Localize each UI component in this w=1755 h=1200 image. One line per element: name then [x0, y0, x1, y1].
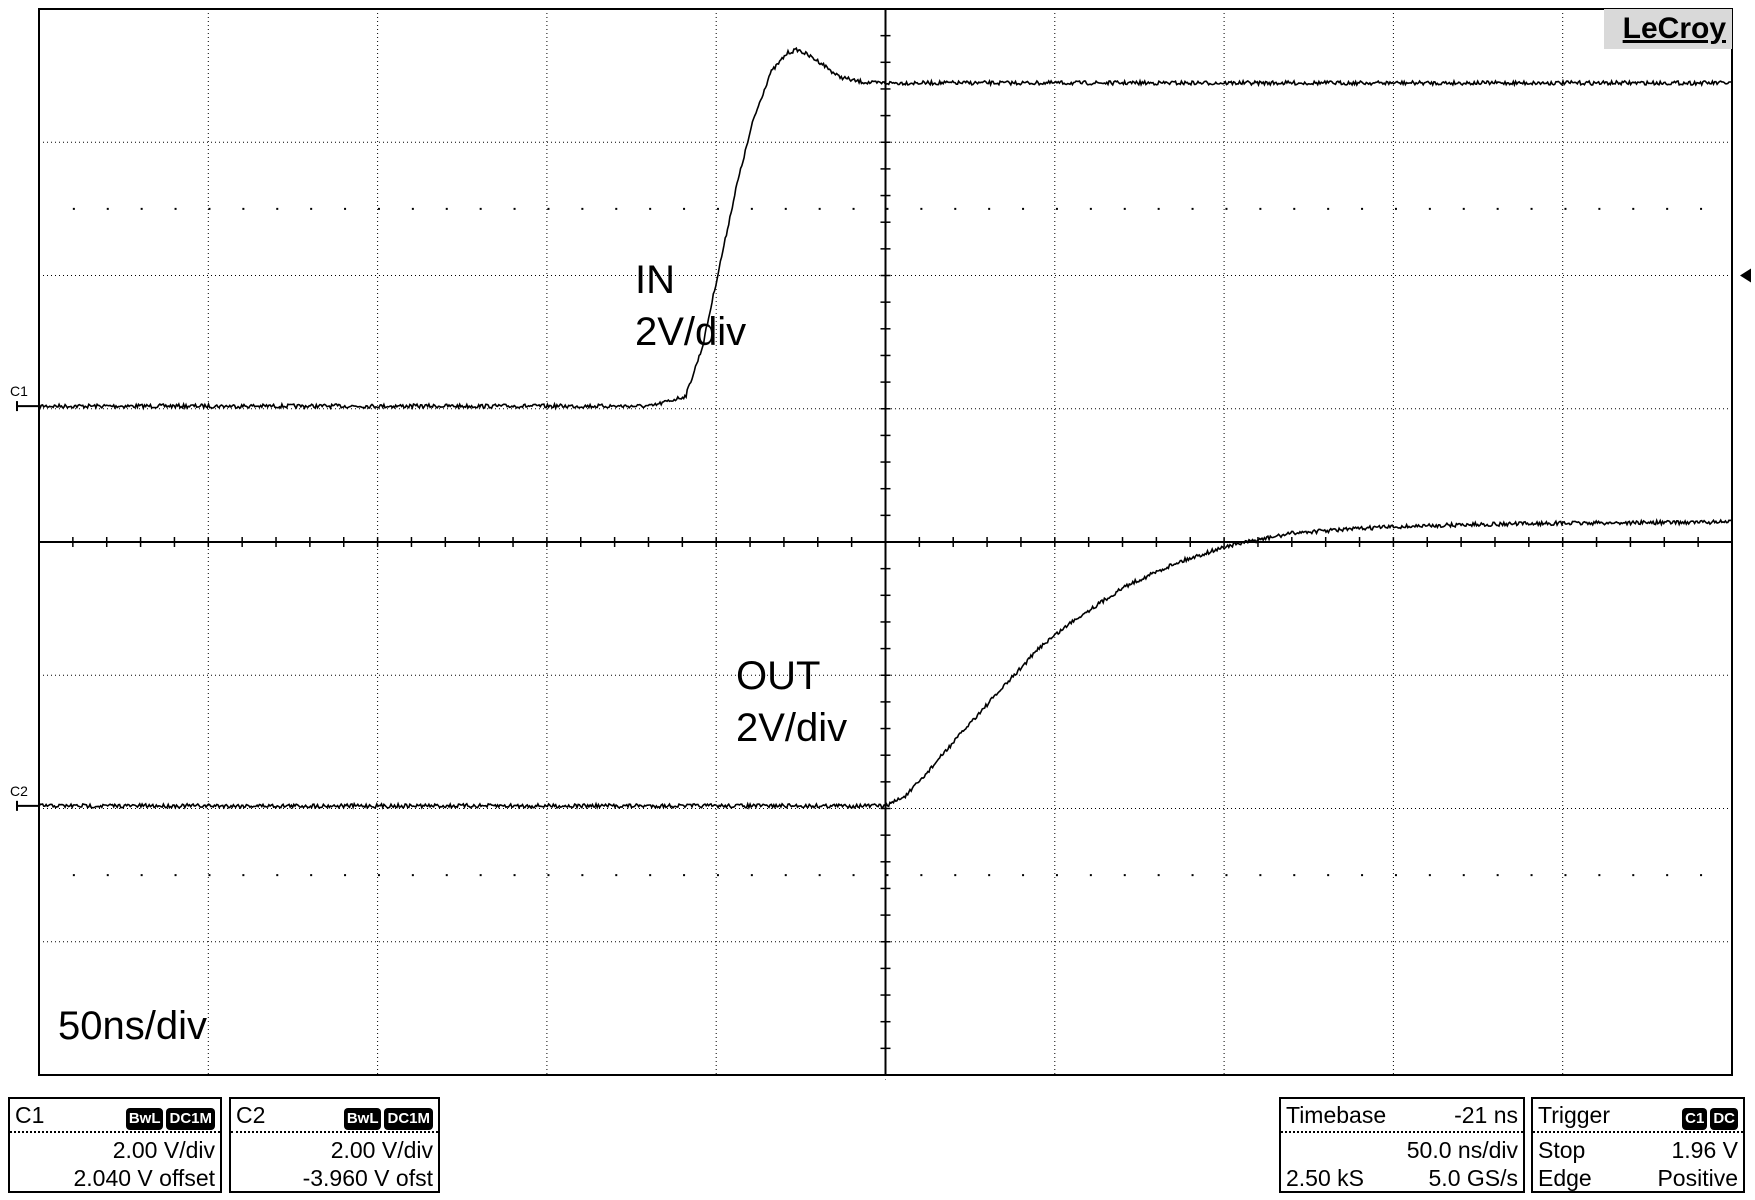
timebase-tdiv: 50.0 ns/div	[1406, 1137, 1518, 1163]
trace-in	[38, 46, 1732, 411]
out-scale-label: 2V/div	[736, 706, 848, 750]
c1-panel-name: C1	[15, 1102, 45, 1128]
c1-vdiv: 2.00 V/div	[112, 1137, 215, 1163]
channel-markers: C1 C2	[10, 268, 1751, 1080]
trigger-level: 1.96 V	[1671, 1137, 1739, 1163]
timebase-panel[interactable]: Timebase -21 ns 50.0 ns/div 2.50 kS 5.0 …	[1279, 1097, 1525, 1193]
in-name-label: IN	[635, 258, 675, 302]
timebase-samples: 2.50 kS	[1286, 1165, 1364, 1191]
in-annotation: IN 2V/div	[635, 254, 746, 358]
trigger-type: Edge	[1538, 1165, 1592, 1191]
divider	[10, 1131, 220, 1133]
trigger-coupling-badge: DC	[1710, 1108, 1738, 1130]
timebase-delay: -21 ns	[1454, 1102, 1518, 1128]
c1-offset: 2.040 V offset	[73, 1165, 215, 1191]
c1-coupling-badge: DC1M	[166, 1108, 215, 1130]
trigger-label: Trigger	[1538, 1102, 1610, 1128]
trigger-level-marker	[1740, 268, 1751, 283]
in-scale-label: 2V/div	[635, 310, 747, 354]
c1-bwl-badge: BwL	[125, 1108, 164, 1130]
c2-coupling-badge: DC1M	[384, 1108, 433, 1130]
c2-panel[interactable]: C2 BwL DC1M 2.00 V/div -3.960 V ofst	[229, 1097, 440, 1193]
c2-marker-label: C2	[10, 783, 28, 799]
trigger-time-marker	[885, 1079, 886, 1080]
divider	[231, 1131, 438, 1133]
timebase-rate: 5.0 GS/s	[1428, 1165, 1518, 1191]
traces	[38, 46, 1732, 810]
c2-vdiv: 2.00 V/div	[330, 1137, 433, 1163]
brand-label: LeCroy	[1622, 12, 1726, 45]
trigger-slope: Positive	[1657, 1165, 1738, 1191]
trace-out	[38, 518, 1732, 810]
c1-marker-label: C1	[10, 383, 28, 399]
timebase-annotation: 50ns/div	[58, 1004, 207, 1048]
c2-panel-name: C2	[236, 1102, 266, 1128]
out-name-label: OUT	[736, 654, 821, 698]
timebase-label: Timebase	[1286, 1102, 1387, 1128]
trigger-panel[interactable]: Trigger C1 DC Stop 1.96 V Edge Positive	[1531, 1097, 1745, 1193]
out-annotation: OUT 2V/div	[736, 650, 847, 754]
trigger-source-badge: C1	[1682, 1108, 1708, 1130]
waveform-plot: C1 C2	[10, 8, 1751, 1080]
divider	[1533, 1131, 1743, 1133]
c2-bwl-badge: BwL	[343, 1108, 382, 1130]
c2-offset: -3.960 V ofst	[302, 1165, 433, 1191]
c1-panel[interactable]: C1 BwL DC1M 2.00 V/div 2.040 V offset	[8, 1097, 222, 1193]
axis-ticks	[38, 8, 1733, 1076]
lecroy-logo: LeCroy	[1604, 9, 1732, 49]
trigger-mode: Stop	[1538, 1137, 1586, 1163]
divider	[1281, 1131, 1523, 1133]
